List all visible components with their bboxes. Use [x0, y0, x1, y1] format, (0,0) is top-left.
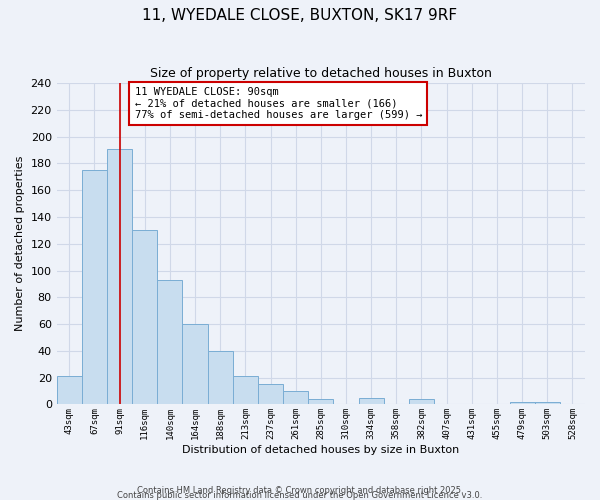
Bar	[132, 230, 157, 404]
Bar	[409, 399, 434, 404]
Text: Contains public sector information licensed under the Open Government Licence v3: Contains public sector information licen…	[118, 491, 482, 500]
Bar	[283, 391, 308, 404]
Bar	[208, 351, 233, 405]
Bar	[535, 402, 560, 404]
X-axis label: Distribution of detached houses by size in Buxton: Distribution of detached houses by size …	[182, 445, 460, 455]
Title: Size of property relative to detached houses in Buxton: Size of property relative to detached ho…	[150, 68, 492, 80]
Bar	[509, 402, 535, 404]
Text: 11 WYEDALE CLOSE: 90sqm
← 21% of detached houses are smaller (166)
77% of semi-d: 11 WYEDALE CLOSE: 90sqm ← 21% of detache…	[134, 87, 422, 120]
Bar	[107, 148, 132, 404]
Bar	[182, 324, 208, 404]
Bar	[82, 170, 107, 404]
Bar	[258, 384, 283, 404]
Bar	[56, 376, 82, 404]
Text: Contains HM Land Registry data © Crown copyright and database right 2025.: Contains HM Land Registry data © Crown c…	[137, 486, 463, 495]
Bar	[233, 376, 258, 404]
Bar	[359, 398, 384, 404]
Y-axis label: Number of detached properties: Number of detached properties	[15, 156, 25, 332]
Text: 11, WYEDALE CLOSE, BUXTON, SK17 9RF: 11, WYEDALE CLOSE, BUXTON, SK17 9RF	[142, 8, 458, 22]
Bar	[157, 280, 182, 404]
Bar	[308, 399, 334, 404]
